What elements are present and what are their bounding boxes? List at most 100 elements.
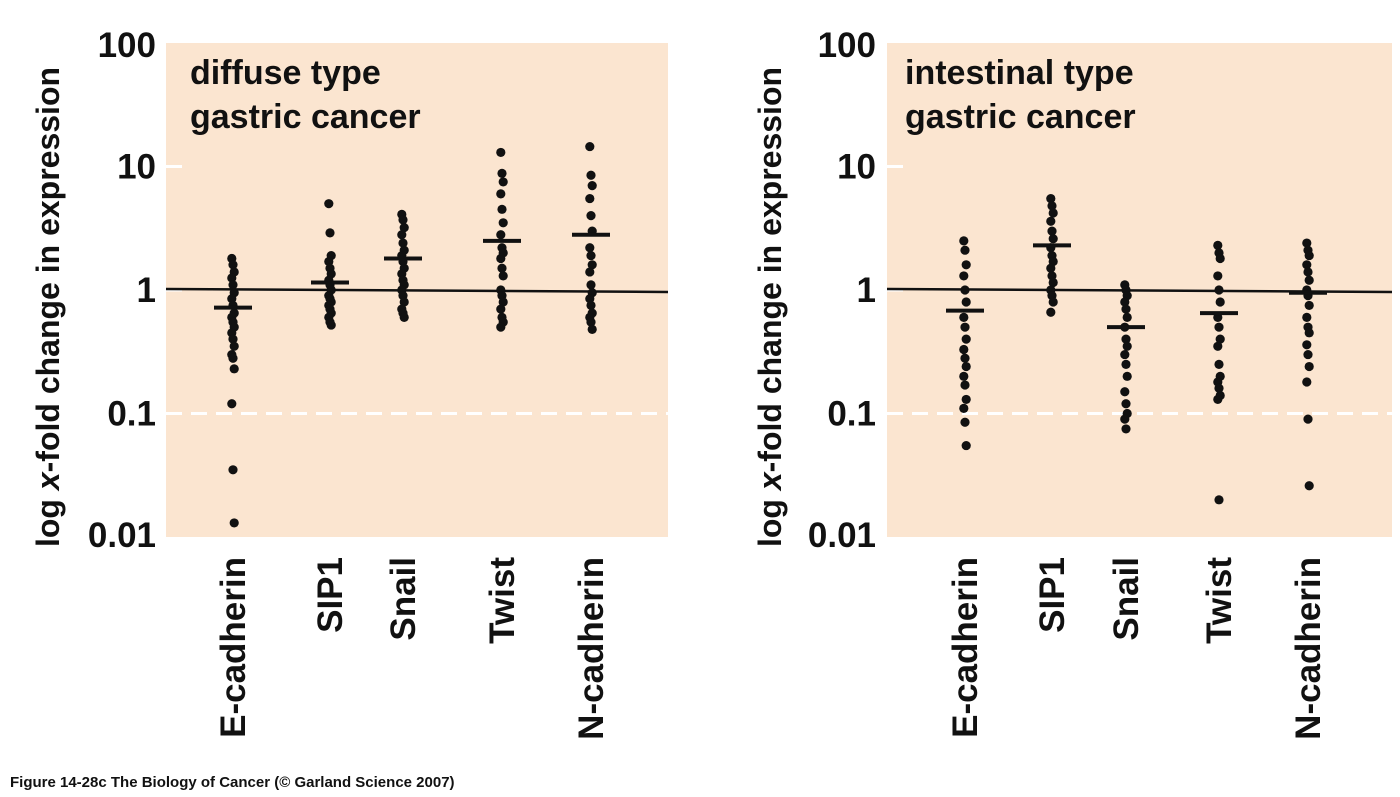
data-point (228, 353, 238, 363)
data-point (1213, 271, 1223, 281)
data-point (1047, 226, 1057, 236)
data-point (961, 297, 971, 307)
data-point (1213, 240, 1223, 250)
data-point (229, 518, 239, 528)
data-point (1120, 349, 1130, 360)
data-point (1122, 341, 1132, 351)
category-label: E-cadherin (946, 557, 985, 738)
data-point (1304, 275, 1314, 285)
data-point (228, 260, 238, 270)
data-point (1213, 394, 1223, 405)
panel-diffuse-type: 100 10 1 0.1 0.01 log x-fold change in expres… (30, 26, 669, 740)
data-point (498, 271, 508, 281)
data-point (398, 238, 408, 248)
y-tick-label: 10 (837, 148, 876, 187)
panel-title-line: gastric cancer (905, 98, 1136, 136)
data-point (1121, 334, 1131, 344)
data-point (1215, 253, 1225, 264)
data-point (1304, 361, 1314, 372)
data-point (397, 230, 407, 240)
reference-line (165, 287, 669, 294)
y-tick-label: 100 (98, 26, 156, 65)
y-axis-label-part: -fold change in expression (30, 67, 66, 472)
panel-title-line: gastric cancer (190, 98, 421, 136)
panel-intestinal-type: 100 10 1 0.1 0.01 log x-fold change in expres… (752, 26, 1393, 740)
y-axis-label-part: x (752, 471, 788, 492)
data-point (961, 361, 971, 372)
y-tick-label: 0.1 (827, 395, 876, 434)
data-point (227, 273, 237, 283)
data-point (326, 320, 336, 330)
y-axis-label-part: log (752, 490, 788, 547)
data-point (1122, 312, 1132, 322)
data-point (585, 267, 595, 277)
category-label: Twist (483, 557, 522, 644)
data-point (497, 168, 507, 178)
data-point (959, 312, 969, 322)
y-tick-label: 1 (137, 271, 156, 310)
y-tick-label: 100 (818, 26, 876, 65)
data-point (586, 300, 596, 311)
data-point (498, 297, 508, 307)
data-point (229, 364, 239, 374)
category-label: SIP1 (311, 557, 350, 633)
y-tick-label: 10 (117, 148, 156, 187)
data-point (1048, 277, 1058, 288)
figure-caption: Figure 14-28c The Biology of Cancer (© G… (10, 774, 455, 791)
data-point (496, 147, 506, 158)
data-point (1214, 322, 1224, 332)
data-point (1048, 208, 1058, 218)
data-point (959, 344, 969, 355)
data-point (586, 317, 596, 327)
data-point (1120, 414, 1130, 424)
data-point (1214, 359, 1224, 369)
y-tick-label: 0.01 (88, 516, 156, 555)
data-point (587, 181, 597, 191)
category-label: N-cadherin (572, 557, 611, 740)
data-point (1304, 300, 1314, 311)
data-point (1213, 341, 1223, 351)
category-label: Snail (1107, 557, 1146, 641)
data-point (229, 341, 239, 351)
data-point (1215, 297, 1225, 307)
data-point (960, 380, 970, 390)
data-point (585, 243, 595, 253)
data-point (398, 215, 408, 225)
category-label: Twist (1200, 557, 1239, 644)
data-point (1214, 383, 1224, 393)
data-point (961, 394, 971, 405)
data-point (228, 334, 238, 344)
data-point (960, 285, 970, 295)
data-point (1121, 304, 1131, 314)
y-axis-label: log x-fold change in expression (752, 67, 788, 547)
data-point (1215, 334, 1225, 344)
data-point (498, 177, 508, 187)
data-point (1303, 267, 1313, 277)
data-point (399, 297, 409, 307)
data-point (959, 236, 969, 246)
data-point (227, 399, 237, 409)
data-point (961, 260, 971, 270)
data-point (228, 465, 238, 475)
data-point (1120, 297, 1130, 307)
panel-title-line: diffuse type (190, 54, 381, 92)
data-point (1048, 297, 1058, 307)
y-axis-label-part: log (30, 490, 66, 547)
data-point (587, 324, 597, 334)
data-point (498, 218, 508, 228)
data-point (1121, 359, 1131, 369)
data-point (1048, 234, 1058, 244)
data-point (496, 304, 506, 314)
data-point (1120, 387, 1130, 397)
data-point (1122, 371, 1132, 381)
data-point (960, 245, 970, 255)
data-point (1046, 216, 1056, 226)
data-point (496, 322, 506, 332)
data-point (587, 260, 597, 270)
data-point (399, 312, 409, 322)
data-point (585, 141, 595, 152)
data-point (1304, 481, 1314, 491)
data-point (228, 280, 238, 290)
data-point (586, 211, 596, 221)
